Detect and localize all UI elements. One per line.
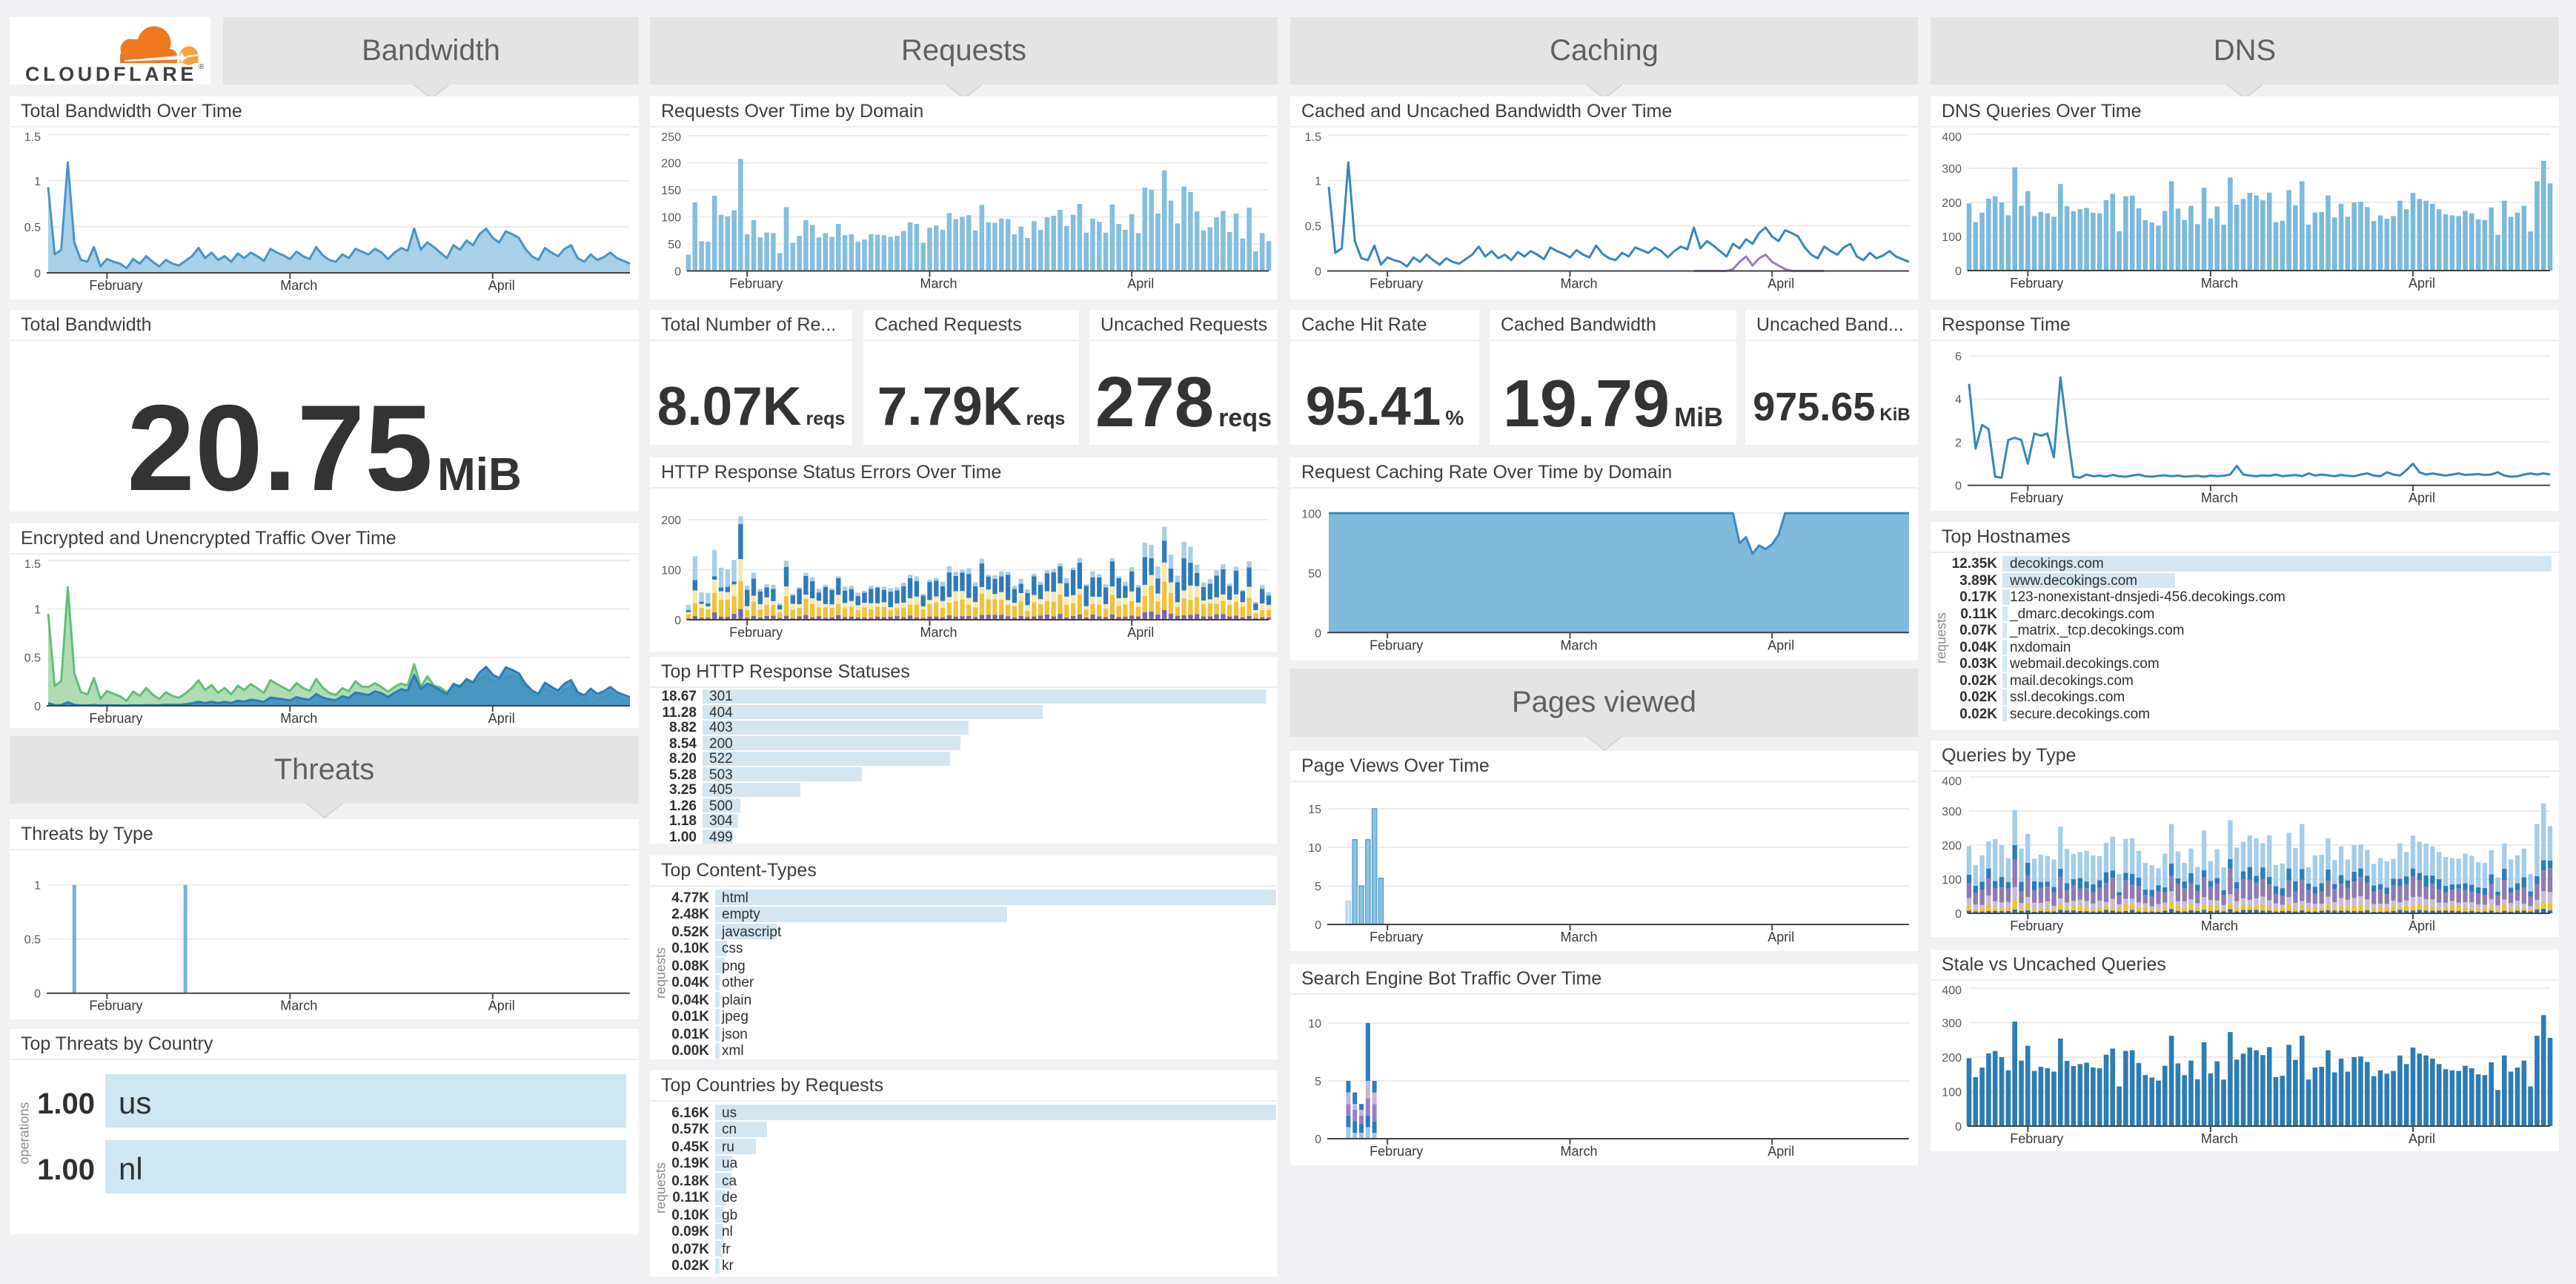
- svg-text:February: February: [729, 277, 783, 291]
- svg-text:April: April: [1767, 277, 1794, 291]
- svg-text:April: April: [488, 999, 515, 1013]
- svg-text:April: April: [1127, 277, 1154, 291]
- svg-text:February: February: [1370, 277, 1423, 291]
- svg-text:February: February: [2010, 919, 2063, 933]
- svg-text:1.5: 1.5: [1305, 131, 1321, 144]
- svg-text:15: 15: [1308, 804, 1321, 816]
- svg-text:5: 5: [1315, 1076, 1321, 1088]
- svg-text:February: February: [2010, 1131, 2063, 1146]
- svg-text:1.5: 1.5: [24, 131, 41, 144]
- svg-text:March: March: [280, 278, 317, 293]
- svg-text:March: March: [2201, 491, 2238, 506]
- svg-text:0: 0: [1955, 480, 1962, 493]
- svg-text:February: February: [1370, 930, 1423, 944]
- svg-text:400: 400: [1942, 775, 1962, 788]
- svg-text:March: March: [1560, 1144, 1597, 1159]
- svg-text:March: March: [920, 277, 957, 291]
- svg-text:March: March: [2201, 276, 2238, 291]
- svg-text:April: April: [2409, 919, 2435, 933]
- svg-text:February: February: [1370, 638, 1423, 652]
- svg-text:0.5: 0.5: [24, 652, 41, 665]
- svg-text:April: April: [1767, 930, 1794, 944]
- svg-text:400: 400: [1942, 131, 1962, 144]
- svg-text:0.5: 0.5: [24, 934, 41, 947]
- svg-text:150: 150: [661, 185, 681, 197]
- svg-text:300: 300: [1942, 163, 1962, 176]
- svg-text:0.5: 0.5: [1305, 221, 1321, 234]
- svg-text:100: 100: [1942, 874, 1962, 887]
- svg-text:April: April: [2409, 276, 2435, 291]
- svg-text:0: 0: [1955, 265, 1962, 278]
- svg-text:0.5: 0.5: [24, 222, 41, 234]
- svg-text:100: 100: [661, 212, 681, 225]
- svg-text:0: 0: [1315, 919, 1321, 932]
- svg-text:April: April: [488, 711, 515, 725]
- svg-text:April: April: [1767, 1144, 1794, 1159]
- svg-text:March: March: [920, 625, 957, 640]
- svg-text:50: 50: [1308, 568, 1321, 580]
- svg-text:5: 5: [1315, 881, 1321, 893]
- svg-text:March: March: [1560, 277, 1597, 291]
- svg-text:200: 200: [1942, 197, 1962, 210]
- svg-text:April: April: [1127, 625, 1154, 640]
- svg-text:0: 0: [1315, 1134, 1321, 1146]
- svg-text:4: 4: [1955, 394, 1962, 406]
- svg-text:0: 0: [34, 268, 41, 280]
- svg-text:200: 200: [1942, 1052, 1962, 1065]
- svg-text:April: April: [488, 278, 515, 293]
- svg-text:200: 200: [661, 158, 681, 171]
- svg-text:0: 0: [1315, 627, 1321, 640]
- svg-text:300: 300: [1942, 1018, 1962, 1030]
- svg-text:April: April: [2409, 1131, 2435, 1146]
- svg-text:®: ®: [199, 63, 205, 71]
- svg-text:February: February: [89, 999, 142, 1013]
- svg-text:0: 0: [674, 615, 681, 627]
- svg-text:0: 0: [674, 266, 681, 279]
- svg-text:10: 10: [1308, 842, 1321, 855]
- svg-text:50: 50: [668, 239, 681, 251]
- svg-text:0: 0: [1955, 1121, 1962, 1134]
- svg-text:CLOUDFLARE: CLOUDFLARE: [25, 63, 197, 83]
- svg-text:March: March: [280, 999, 317, 1013]
- svg-text:April: April: [1767, 638, 1794, 652]
- svg-text:February: February: [89, 711, 142, 725]
- svg-text:February: February: [89, 278, 142, 293]
- svg-text:100: 100: [1301, 508, 1321, 520]
- svg-text:200: 200: [1942, 840, 1962, 853]
- svg-text:1.5: 1.5: [24, 558, 41, 571]
- svg-text:0: 0: [1315, 266, 1321, 279]
- svg-text:March: March: [280, 711, 317, 725]
- svg-text:1: 1: [34, 176, 41, 188]
- svg-text:300: 300: [1942, 806, 1962, 818]
- svg-text:February: February: [729, 625, 783, 640]
- svg-text:0: 0: [1955, 908, 1962, 921]
- svg-text:March: March: [2201, 919, 2238, 933]
- svg-text:March: March: [2201, 1131, 2238, 1146]
- svg-text:April: April: [2409, 491, 2435, 506]
- svg-text:100: 100: [661, 565, 681, 578]
- svg-text:200: 200: [661, 514, 681, 527]
- svg-text:1: 1: [1315, 176, 1321, 188]
- svg-text:100: 100: [1942, 1087, 1962, 1099]
- svg-text:1: 1: [34, 880, 41, 893]
- svg-text:10: 10: [1308, 1018, 1321, 1030]
- svg-text:2: 2: [1955, 437, 1962, 449]
- svg-text:February: February: [1370, 1144, 1423, 1159]
- svg-text:1: 1: [34, 603, 41, 616]
- svg-text:February: February: [2010, 276, 2063, 291]
- svg-text:March: March: [1560, 930, 1597, 944]
- svg-text:400: 400: [1942, 984, 1962, 997]
- svg-text:0: 0: [34, 701, 41, 713]
- svg-text:March: March: [1560, 638, 1597, 652]
- svg-text:February: February: [2010, 491, 2063, 506]
- svg-text:250: 250: [661, 131, 681, 144]
- svg-text:0: 0: [34, 988, 41, 1001]
- svg-text:6: 6: [1955, 351, 1962, 363]
- svg-text:100: 100: [1942, 231, 1962, 244]
